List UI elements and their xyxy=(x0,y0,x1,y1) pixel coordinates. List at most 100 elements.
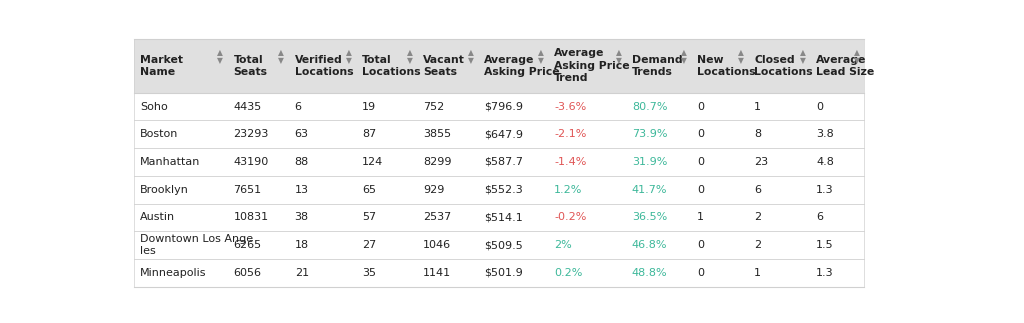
Bar xyxy=(134,120,864,148)
Text: ▲: ▲ xyxy=(738,47,743,57)
Text: -0.2%: -0.2% xyxy=(554,213,587,223)
Text: 23: 23 xyxy=(754,157,768,167)
Text: Minneapolis: Minneapolis xyxy=(140,268,207,278)
Text: 21: 21 xyxy=(295,268,309,278)
Text: 4435: 4435 xyxy=(233,101,262,111)
Text: 80.7%: 80.7% xyxy=(632,101,668,111)
Text: $796.9: $796.9 xyxy=(484,101,523,111)
Text: 13: 13 xyxy=(295,185,308,195)
Text: ▲: ▲ xyxy=(346,47,352,57)
Text: 88: 88 xyxy=(295,157,309,167)
Bar xyxy=(134,259,864,287)
Text: $552.3: $552.3 xyxy=(484,185,523,195)
Text: Average
Lead Size: Average Lead Size xyxy=(816,55,874,77)
Text: 3855: 3855 xyxy=(423,129,452,139)
Text: 41.7%: 41.7% xyxy=(632,185,668,195)
Text: $501.9: $501.9 xyxy=(484,268,523,278)
Text: 63: 63 xyxy=(295,129,308,139)
Text: 65: 65 xyxy=(362,185,376,195)
Text: 6: 6 xyxy=(295,101,302,111)
Text: 6: 6 xyxy=(754,185,761,195)
Text: 18: 18 xyxy=(295,240,309,250)
Bar xyxy=(134,148,864,176)
Text: ▼: ▼ xyxy=(854,56,860,65)
Text: 1.5: 1.5 xyxy=(816,240,834,250)
Text: 0: 0 xyxy=(697,185,705,195)
Text: 6056: 6056 xyxy=(233,268,261,278)
Text: 35: 35 xyxy=(362,268,376,278)
Text: 87: 87 xyxy=(362,129,377,139)
Text: 1.3: 1.3 xyxy=(816,268,834,278)
Text: 48.8%: 48.8% xyxy=(632,268,668,278)
Text: 2%: 2% xyxy=(554,240,572,250)
Text: 38: 38 xyxy=(295,213,309,223)
Text: 0: 0 xyxy=(816,101,823,111)
Text: ▼: ▼ xyxy=(681,56,687,65)
Text: ▼: ▼ xyxy=(346,56,352,65)
Text: ▲: ▲ xyxy=(854,47,860,57)
Text: ▲: ▲ xyxy=(468,47,474,57)
Text: 1.3: 1.3 xyxy=(816,185,834,195)
Text: ▲: ▲ xyxy=(538,47,544,57)
Text: 0: 0 xyxy=(697,101,705,111)
Text: 1: 1 xyxy=(754,268,761,278)
Text: 0: 0 xyxy=(697,129,705,139)
Text: 4.8: 4.8 xyxy=(816,157,834,167)
Text: Market
Name: Market Name xyxy=(140,55,183,77)
Text: ▲: ▲ xyxy=(800,47,806,57)
Text: ▼: ▼ xyxy=(279,56,285,65)
Text: 2: 2 xyxy=(754,240,761,250)
Text: Vacant
Seats: Vacant Seats xyxy=(423,55,465,77)
Text: 0: 0 xyxy=(697,268,705,278)
Text: ▲: ▲ xyxy=(217,47,223,57)
Text: 0: 0 xyxy=(697,240,705,250)
Bar xyxy=(134,203,864,231)
Text: Average
Asking Price: Average Asking Price xyxy=(484,55,560,77)
Text: 73.9%: 73.9% xyxy=(632,129,668,139)
Text: 6265: 6265 xyxy=(233,240,262,250)
Text: $514.1: $514.1 xyxy=(484,213,523,223)
Text: -3.6%: -3.6% xyxy=(554,101,587,111)
Text: ▼: ▼ xyxy=(217,56,223,65)
Text: Closed
Locations: Closed Locations xyxy=(754,55,813,77)
Text: 124: 124 xyxy=(362,157,383,167)
Text: ▼: ▼ xyxy=(538,56,544,65)
Text: ▼: ▼ xyxy=(738,56,743,65)
Text: 1141: 1141 xyxy=(423,268,452,278)
Text: 1: 1 xyxy=(697,213,705,223)
Text: 10831: 10831 xyxy=(233,213,268,223)
Text: ▲: ▲ xyxy=(279,47,285,57)
Text: Downtown Los Ange
les: Downtown Los Ange les xyxy=(140,234,253,256)
Text: New
Locations: New Locations xyxy=(697,55,756,77)
Text: 0: 0 xyxy=(697,157,705,167)
Text: 752: 752 xyxy=(423,101,444,111)
Text: -1.4%: -1.4% xyxy=(554,157,587,167)
Text: 1.2%: 1.2% xyxy=(554,185,583,195)
Text: $509.5: $509.5 xyxy=(484,240,523,250)
Text: 7651: 7651 xyxy=(233,185,262,195)
Text: 19: 19 xyxy=(362,101,376,111)
Text: 929: 929 xyxy=(423,185,444,195)
Text: 3.8: 3.8 xyxy=(816,129,834,139)
Text: Soho: Soho xyxy=(140,101,168,111)
Text: 27: 27 xyxy=(362,240,377,250)
Text: ▼: ▼ xyxy=(800,56,806,65)
Text: 2537: 2537 xyxy=(423,213,452,223)
Text: Total
Locations: Total Locations xyxy=(362,55,421,77)
Text: Total
Seats: Total Seats xyxy=(233,55,267,77)
Text: ▼: ▼ xyxy=(407,56,413,65)
Bar xyxy=(134,176,864,203)
Bar xyxy=(134,231,864,259)
Text: Brooklyn: Brooklyn xyxy=(140,185,188,195)
Text: Boston: Boston xyxy=(140,129,178,139)
Text: 57: 57 xyxy=(362,213,376,223)
Text: 2: 2 xyxy=(754,213,761,223)
Text: 1: 1 xyxy=(754,101,761,111)
Text: ▼: ▼ xyxy=(615,56,622,65)
Text: ▲: ▲ xyxy=(615,47,622,57)
Text: ▲: ▲ xyxy=(407,47,413,57)
Text: -2.1%: -2.1% xyxy=(554,129,587,139)
Text: Verified
Locations: Verified Locations xyxy=(295,55,353,77)
Text: $647.9: $647.9 xyxy=(484,129,523,139)
Text: 36.5%: 36.5% xyxy=(632,213,668,223)
